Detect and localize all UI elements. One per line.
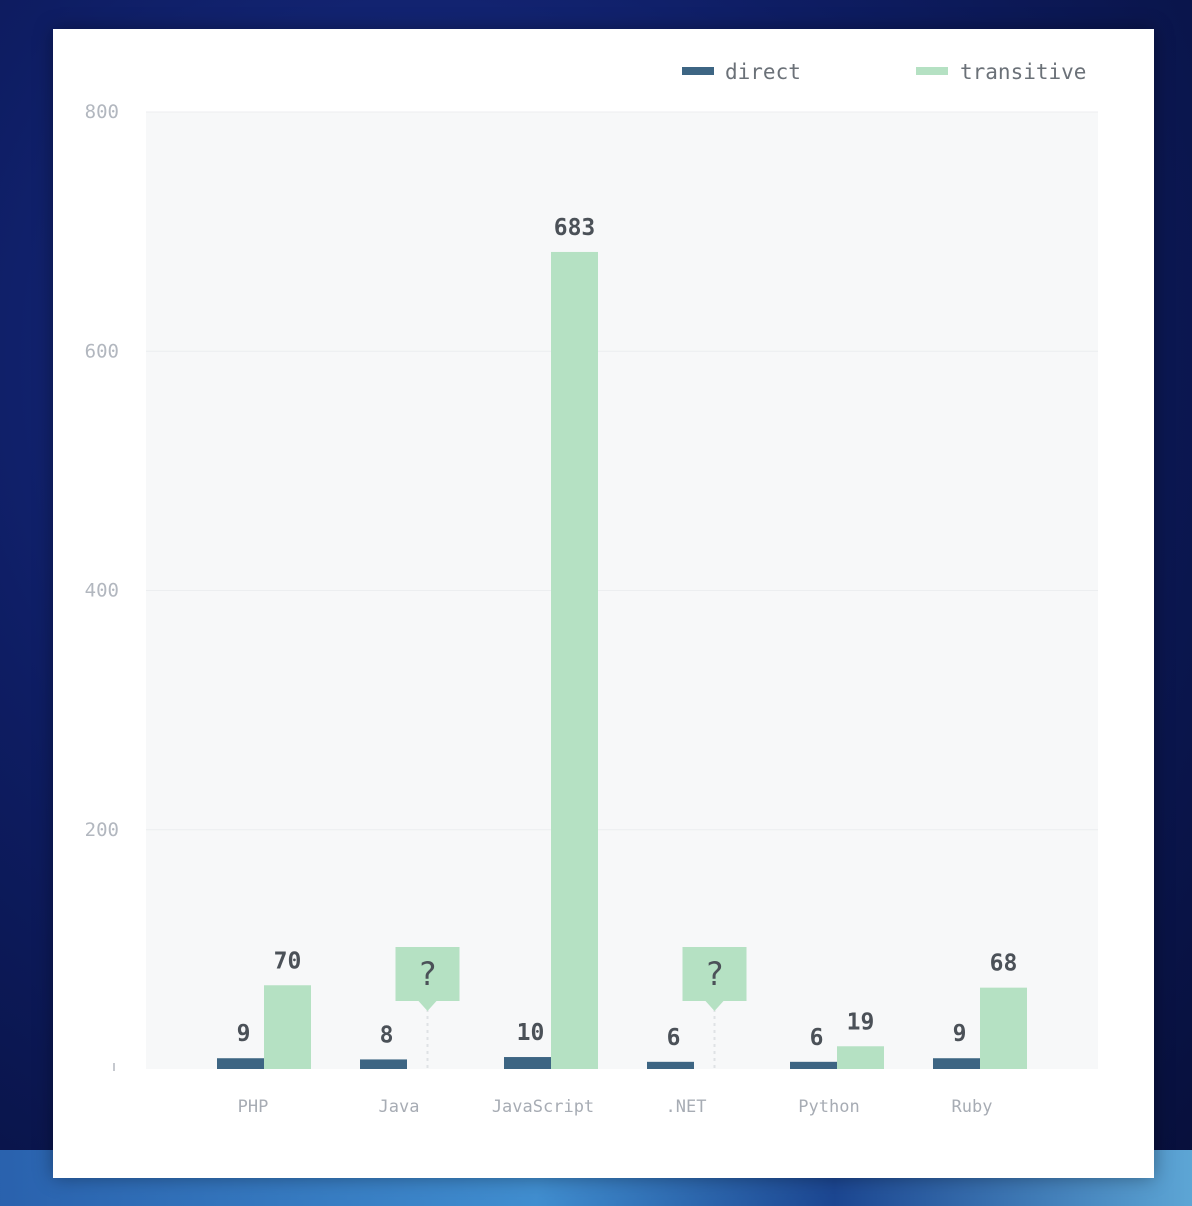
bar-transitive — [264, 985, 311, 1069]
bar-label-transitive: 683 — [554, 215, 596, 241]
x-category-label: Java — [379, 1097, 420, 1117]
x-category-label: JavaScript — [492, 1097, 594, 1117]
y-tick-label: 600 — [85, 340, 119, 362]
bar-label-transitive: 70 — [274, 948, 302, 974]
x-category-label: Ruby — [952, 1097, 993, 1117]
bar-transitive — [980, 987, 1027, 1069]
bars — [217, 251, 1027, 1069]
unknown-value-box — [682, 947, 747, 1001]
bar-label-direct: 10 — [517, 1020, 545, 1046]
grid — [146, 111, 1098, 831]
legend: direct transitive — [682, 60, 1086, 84]
bar-direct — [217, 1058, 264, 1069]
bar-direct — [790, 1061, 837, 1069]
legend-transitive-label: transitive — [960, 60, 1086, 84]
bar-label-transitive: 68 — [990, 951, 1018, 977]
x-category-label: .NET — [666, 1097, 707, 1117]
bar-direct — [360, 1059, 407, 1069]
bar-label-direct: 9 — [953, 1021, 967, 1047]
y-tick-label: 200 — [85, 819, 119, 841]
bar-direct — [933, 1058, 980, 1069]
chart-slide: 800 600 400 200 9 70 PHP 8? Java 10 683 JavaScript… — [53, 29, 1154, 1178]
x-category-label: PHP — [238, 1097, 269, 1117]
bar-chart: 800 600 400 200 9 70 PHP 8? Java 10 683 JavaScript… — [85, 60, 1098, 1117]
bar-label-direct: 8 — [380, 1022, 394, 1048]
unknown-value-box — [395, 947, 460, 1001]
bar-label-transitive: 19 — [847, 1009, 875, 1035]
unknown-value-pointer — [705, 1001, 724, 1011]
bar-direct — [504, 1057, 551, 1069]
labels: 9 70 PHP 8? Java 10 683 JavaScript 6? .NET 6 19 Pyth… — [237, 215, 1018, 1117]
legend-transitive-swatch — [916, 67, 948, 75]
bar-transitive — [551, 251, 598, 1069]
bar-label-direct: 6 — [810, 1025, 824, 1051]
bar-label-direct: 6 — [667, 1025, 681, 1051]
bar-direct — [647, 1061, 694, 1069]
legend-direct-label: direct — [725, 60, 801, 84]
x-category-label: Python — [798, 1097, 859, 1117]
bar-label-direct: 9 — [237, 1021, 251, 1047]
bar-label-transitive: ? — [705, 955, 724, 993]
unknown-value-pointer — [418, 1001, 437, 1011]
y-axis: 800 600 400 200 — [85, 101, 119, 1071]
legend-direct-swatch — [682, 67, 714, 75]
y-tick-label: 400 — [85, 580, 119, 602]
bar-label-transitive: ? — [418, 955, 437, 993]
y-tick-label: 800 — [85, 101, 119, 123]
bar-transitive — [837, 1046, 884, 1069]
